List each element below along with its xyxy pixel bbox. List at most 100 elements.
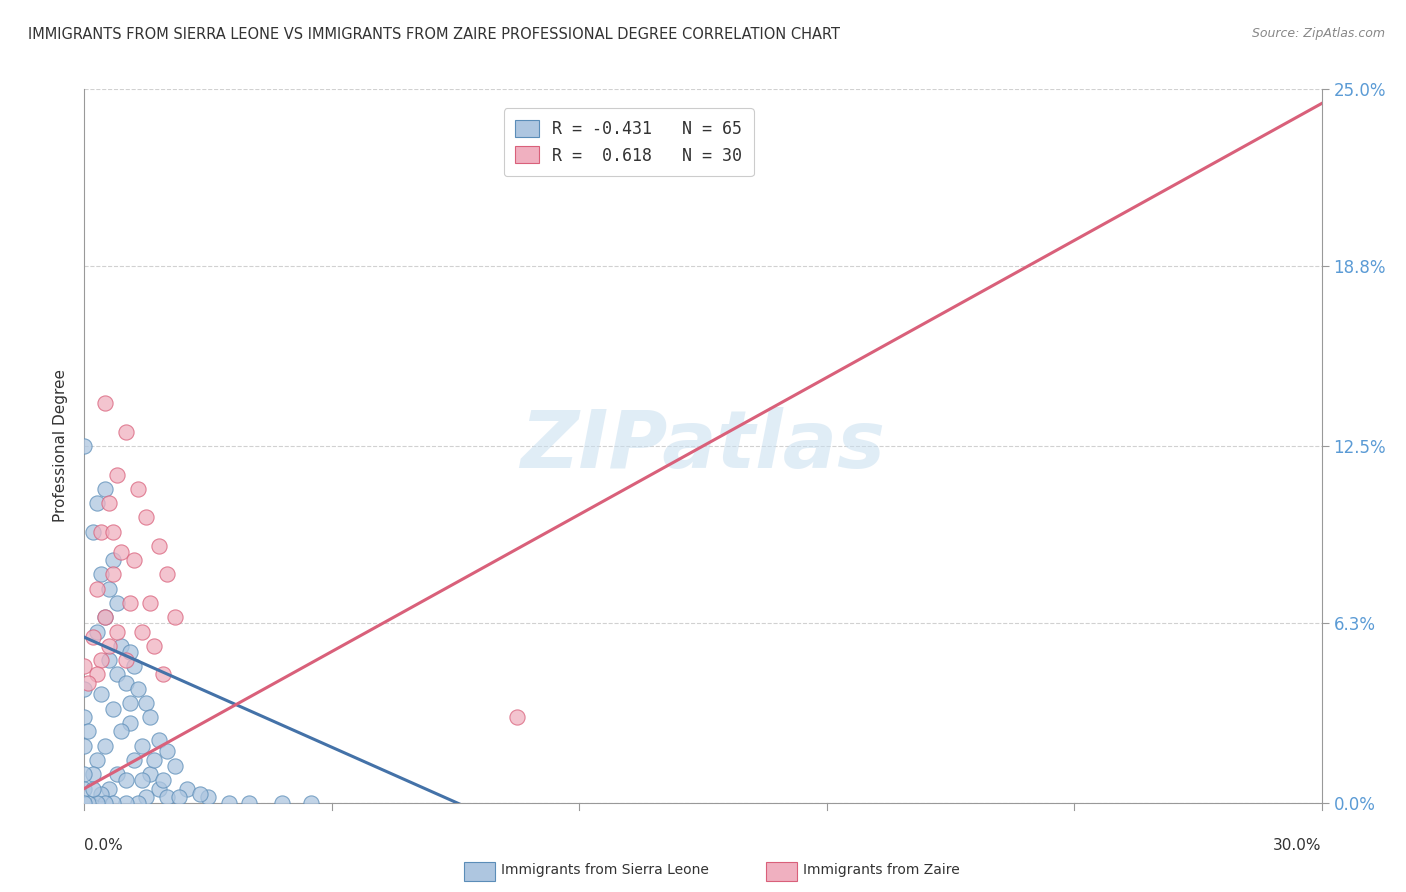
Point bbox=[77, 676, 100, 690]
Point bbox=[122, 553, 145, 567]
Point bbox=[82, 781, 104, 796]
Point bbox=[271, 796, 294, 810]
Point bbox=[165, 610, 187, 624]
Text: ZIPatlas: ZIPatlas bbox=[520, 407, 886, 485]
Point bbox=[73, 681, 96, 696]
Point bbox=[103, 796, 125, 810]
Point bbox=[118, 644, 141, 658]
Point bbox=[73, 439, 96, 453]
Y-axis label: Professional Degree: Professional Degree bbox=[53, 369, 69, 523]
Point bbox=[94, 482, 117, 496]
Point bbox=[299, 796, 322, 810]
Point bbox=[118, 596, 141, 610]
Point bbox=[105, 624, 128, 639]
Text: Source: ZipAtlas.com: Source: ZipAtlas.com bbox=[1251, 27, 1385, 40]
Point bbox=[165, 758, 187, 772]
Point bbox=[86, 667, 108, 681]
Point bbox=[114, 653, 136, 667]
Point bbox=[176, 781, 198, 796]
Text: IMMIGRANTS FROM SIERRA LEONE VS IMMIGRANTS FROM ZAIRE PROFESSIONAL DEGREE CORREL: IMMIGRANTS FROM SIERRA LEONE VS IMMIGRAN… bbox=[28, 27, 841, 42]
Point bbox=[131, 624, 153, 639]
Point bbox=[86, 582, 108, 596]
Point bbox=[73, 781, 96, 796]
Point bbox=[156, 744, 179, 758]
Point bbox=[94, 739, 117, 753]
Point bbox=[82, 630, 104, 644]
Point bbox=[135, 510, 157, 524]
Point bbox=[73, 739, 96, 753]
Point bbox=[105, 667, 128, 681]
Point bbox=[82, 767, 104, 781]
Point bbox=[98, 781, 121, 796]
Point bbox=[94, 796, 117, 810]
Text: 30.0%: 30.0% bbox=[1274, 838, 1322, 854]
Point bbox=[86, 753, 108, 767]
Point bbox=[143, 753, 166, 767]
Point bbox=[73, 767, 96, 781]
Text: Immigrants from Zaire: Immigrants from Zaire bbox=[803, 863, 959, 877]
Point bbox=[127, 796, 149, 810]
Point bbox=[118, 715, 141, 730]
Point bbox=[103, 701, 125, 715]
Point bbox=[86, 624, 108, 639]
Point bbox=[122, 658, 145, 673]
Text: 0.0%: 0.0% bbox=[84, 838, 124, 854]
Point bbox=[73, 658, 96, 673]
Point bbox=[77, 796, 100, 810]
Point bbox=[127, 482, 149, 496]
Point bbox=[90, 653, 112, 667]
Point bbox=[90, 567, 112, 582]
Point bbox=[103, 567, 125, 582]
Point bbox=[506, 710, 529, 724]
Point bbox=[218, 796, 240, 810]
Point bbox=[103, 524, 125, 539]
Legend: R = -0.431   N = 65, R =  0.618   N = 30: R = -0.431 N = 65, R = 0.618 N = 30 bbox=[503, 108, 754, 177]
Point bbox=[152, 772, 174, 787]
Point bbox=[98, 653, 121, 667]
Point bbox=[148, 539, 170, 553]
Point bbox=[139, 596, 162, 610]
Point bbox=[90, 787, 112, 801]
Point bbox=[238, 796, 260, 810]
Point bbox=[152, 667, 174, 681]
Point bbox=[98, 496, 121, 510]
Point bbox=[94, 396, 117, 410]
Point bbox=[86, 496, 108, 510]
Point bbox=[110, 544, 132, 558]
Point bbox=[139, 767, 162, 781]
Text: Immigrants from Sierra Leone: Immigrants from Sierra Leone bbox=[501, 863, 709, 877]
Point bbox=[103, 553, 125, 567]
Point bbox=[90, 687, 112, 701]
Point bbox=[156, 790, 179, 805]
Point bbox=[156, 567, 179, 582]
Point bbox=[94, 610, 117, 624]
Point bbox=[139, 710, 162, 724]
Point bbox=[127, 681, 149, 696]
Point bbox=[148, 781, 170, 796]
Point bbox=[114, 772, 136, 787]
Point bbox=[73, 710, 96, 724]
Point bbox=[77, 724, 100, 739]
Point bbox=[122, 753, 145, 767]
Point bbox=[105, 467, 128, 482]
Point bbox=[197, 790, 219, 805]
Point bbox=[143, 639, 166, 653]
Point bbox=[114, 425, 136, 439]
Point bbox=[131, 739, 153, 753]
Point bbox=[105, 767, 128, 781]
Point bbox=[73, 796, 96, 810]
Point bbox=[148, 733, 170, 747]
Point bbox=[86, 796, 108, 810]
Point bbox=[110, 639, 132, 653]
Point bbox=[82, 524, 104, 539]
Point bbox=[94, 610, 117, 624]
Point bbox=[135, 696, 157, 710]
Point bbox=[131, 772, 153, 787]
Point bbox=[105, 596, 128, 610]
Point bbox=[167, 790, 190, 805]
Point bbox=[110, 724, 132, 739]
Point bbox=[114, 676, 136, 690]
Point bbox=[118, 696, 141, 710]
Point bbox=[114, 796, 136, 810]
Point bbox=[90, 524, 112, 539]
